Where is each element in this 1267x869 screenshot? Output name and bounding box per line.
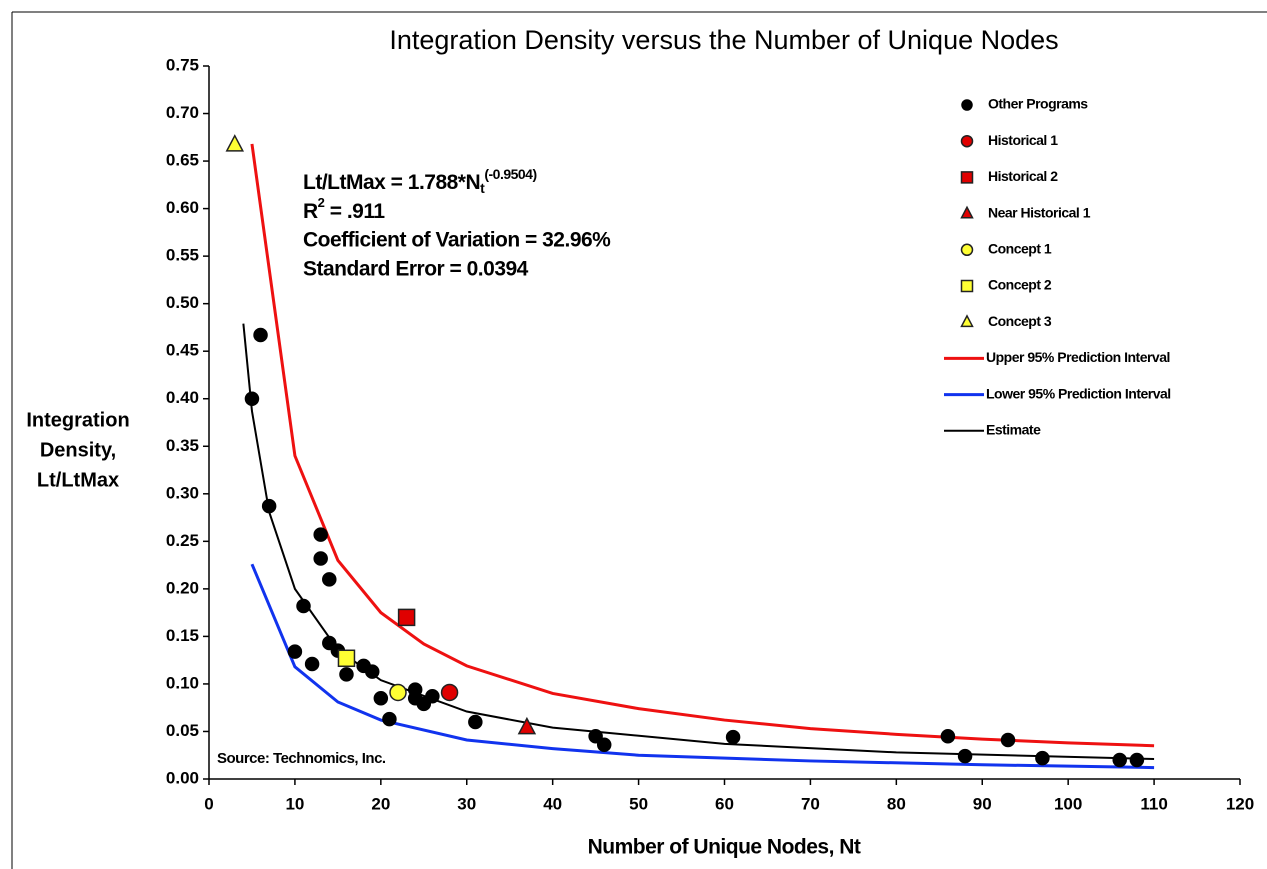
legend-box — [948, 86, 1245, 442]
x-tick-label: 120 — [1226, 794, 1254, 813]
legend-label: Near Historical 1 — [988, 204, 1091, 220]
line-series — [250, 563, 1155, 770]
point — [1035, 750, 1050, 766]
cv: Coefficient of Variation = 32.96% — [303, 229, 611, 252]
chart-title: Integration Density versus the Number of… — [389, 25, 1058, 55]
point — [1000, 732, 1016, 748]
equation: Lt/LtMax = 1.788*Nt(-0.9504) — [303, 166, 537, 196]
r2-rest: = .911 — [324, 200, 385, 223]
point — [337, 649, 356, 668]
point — [440, 683, 459, 702]
equation-superscript: (-0.9504) — [484, 166, 536, 182]
point — [304, 656, 320, 672]
legend-label: Other Programs — [988, 96, 1088, 112]
point — [322, 572, 337, 587]
point — [313, 527, 328, 542]
point — [725, 729, 741, 745]
x-tick-label: 100 — [1054, 794, 1082, 813]
x-tick-label: 10 — [285, 794, 304, 813]
legend-label: Concept 1 — [988, 241, 1052, 257]
x-tick-label: 20 — [371, 794, 390, 813]
r-squared: R2 = .911 — [303, 195, 385, 222]
legend-marker — [960, 279, 974, 293]
legend-marker — [960, 243, 974, 257]
point — [389, 683, 407, 702]
x-tick-label: 60 — [715, 794, 734, 813]
legend-marker — [961, 99, 973, 111]
point — [588, 728, 603, 744]
y-tick-label: 0.60 — [166, 198, 199, 217]
y-tick-label: 0.25 — [166, 531, 199, 550]
line-series — [242, 323, 1155, 761]
point — [225, 134, 245, 152]
legend: Other Programs Historical 1 Historical 2 Ne… — [944, 86, 1245, 442]
y-tick-label: 0.20 — [166, 578, 199, 597]
y-tick-label: 0.50 — [166, 293, 199, 312]
plot-area: 0.00 0.05 0.10 0.15 0.20 0.25 0.30 0.35 0.40 0.45… — [166, 55, 1254, 813]
point — [364, 664, 380, 679]
y-axis-label: Density, — [40, 439, 116, 461]
x-axis-label: Number of Unique Nodes, Nt — [588, 836, 861, 859]
y-tick-label: 0.55 — [166, 246, 199, 265]
point — [296, 598, 311, 614]
r2-superscript: 2 — [318, 195, 325, 210]
legend-label: Historical 2 — [988, 168, 1058, 184]
y-axis-label: Integration — [26, 409, 129, 431]
y-tick-label: 0.40 — [166, 388, 199, 407]
x-tick-label: 70 — [801, 794, 820, 813]
point — [596, 737, 612, 753]
y-tick-label: 0.00 — [166, 768, 199, 787]
point — [261, 498, 277, 514]
legend-marker — [960, 314, 974, 328]
point — [425, 689, 440, 704]
point — [397, 608, 416, 627]
point — [468, 714, 483, 730]
y-tick-label: 0.30 — [166, 483, 199, 502]
x-tick-label: 40 — [543, 794, 562, 813]
legend-label: Historical 1 — [988, 132, 1058, 148]
point — [373, 690, 389, 706]
legend-marker — [960, 134, 974, 148]
point — [1112, 752, 1127, 768]
source: Source: Technomics, Inc. — [217, 750, 386, 767]
point — [339, 667, 354, 682]
x-tick-label: 50 — [629, 794, 648, 813]
std-error: Standard Error = 0.0394 — [303, 258, 529, 281]
legend-label: Concept 3 — [988, 313, 1052, 329]
point — [287, 644, 303, 659]
y-tick-label: 0.35 — [166, 436, 199, 455]
y-tick-label: 0.15 — [166, 626, 199, 645]
legend-label: Upper 95% Prediction Interval — [986, 349, 1170, 365]
point — [313, 551, 328, 566]
x-tick-label: 90 — [973, 794, 992, 813]
legend-label: Estimate — [986, 422, 1041, 438]
y-tick-label: 0.70 — [166, 103, 199, 122]
equation-text: Lt/LtMax = 1.788*N — [303, 171, 480, 194]
x-tick-label: 30 — [457, 794, 476, 813]
point — [244, 391, 260, 406]
x-tick-label: 80 — [887, 794, 906, 813]
point — [382, 711, 397, 727]
equation-subscript: t — [480, 180, 485, 196]
y-tick-label: 0.10 — [166, 673, 199, 692]
legend-label: Lower 95% Prediction Interval — [986, 385, 1171, 401]
legend-marker — [960, 171, 974, 184]
line-series — [250, 143, 1155, 748]
y-tick-label: 0.65 — [166, 151, 199, 170]
x-tick-label: 0 — [204, 794, 213, 813]
r2-text: R — [303, 200, 318, 223]
point — [940, 728, 956, 744]
point — [253, 327, 268, 343]
point — [1129, 752, 1145, 768]
legend-marker — [960, 205, 974, 219]
x-tick-label: 110 — [1140, 794, 1167, 813]
y-tick-label: 0.45 — [166, 341, 199, 360]
y-tick-label: 0.05 — [166, 721, 199, 740]
legend-label: Concept 2 — [988, 277, 1052, 293]
point — [517, 716, 537, 735]
y-tick-label: 0.75 — [166, 55, 199, 74]
point — [957, 748, 973, 764]
y-axis-label: Lt/LtMax — [37, 469, 119, 491]
